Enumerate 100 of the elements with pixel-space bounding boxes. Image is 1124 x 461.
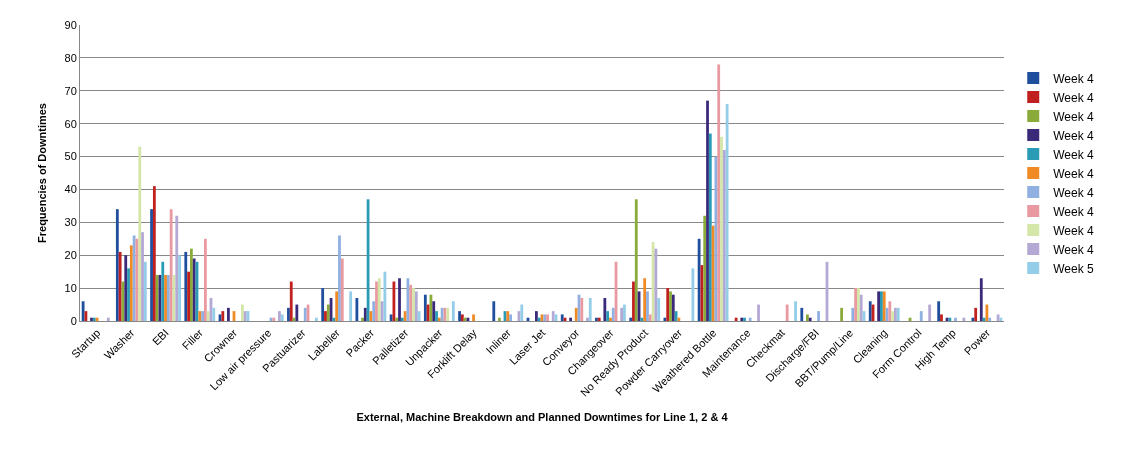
bar (141, 232, 144, 321)
bar (643, 278, 647, 321)
bar (187, 271, 190, 321)
bar (985, 304, 989, 321)
bar (152, 186, 156, 321)
bar (189, 248, 193, 321)
bar (677, 317, 681, 321)
bar (369, 311, 373, 321)
bar (212, 307, 216, 321)
bar (437, 317, 441, 321)
legend-label: Week 4 (1053, 109, 1095, 124)
bar (324, 311, 327, 321)
bar (143, 261, 147, 321)
bar (129, 245, 133, 321)
y-tick-label: 10 (64, 281, 77, 294)
bar (588, 297, 592, 321)
y-tick-label: 30 (64, 216, 77, 229)
legend-label: Week 4 (1053, 147, 1095, 162)
bar (423, 294, 427, 321)
y-tick-label: 90 (64, 18, 77, 31)
bar (962, 317, 966, 321)
bar (954, 317, 957, 321)
bar (175, 215, 179, 321)
y-tick-label: 80 (64, 51, 77, 64)
bar (711, 225, 715, 321)
bar (321, 288, 325, 321)
bar (979, 278, 983, 321)
bar (349, 291, 353, 321)
bar (492, 301, 496, 321)
bar (725, 103, 729, 321)
bar (124, 255, 128, 321)
bar (295, 304, 299, 321)
bar (383, 271, 387, 321)
legend-label: Week 4 (1053, 223, 1095, 238)
x-axis-title: External, Machine Breakdown and Planned Downtimes for Line 1, 2 & 4 (356, 410, 729, 423)
bar (794, 301, 797, 321)
bar (640, 317, 644, 321)
bar (363, 307, 367, 321)
bar (697, 238, 701, 321)
bar (289, 281, 293, 321)
bar (315, 317, 318, 321)
bar (451, 301, 455, 321)
legend-label: Week 4 (1053, 71, 1095, 86)
y-tick-label: 40 (64, 183, 77, 196)
bar (703, 215, 707, 321)
bar (161, 261, 165, 321)
bar (398, 278, 401, 321)
bar (432, 301, 436, 321)
bar (928, 304, 932, 321)
bar (859, 294, 863, 321)
bar (611, 307, 615, 321)
bar (355, 297, 359, 321)
bar (389, 314, 393, 321)
bar (919, 311, 923, 321)
bar (891, 311, 895, 321)
bar (106, 317, 110, 321)
bar (609, 317, 612, 321)
legend-label: Week 4 (1053, 166, 1095, 181)
bar (426, 304, 430, 321)
legend-label: Week 4 (1053, 128, 1095, 143)
bar (757, 304, 760, 321)
bar (115, 209, 119, 321)
bar (974, 307, 978, 321)
bar (520, 304, 524, 321)
legend-label: Week 4 (1053, 242, 1095, 257)
bar (227, 307, 230, 321)
bar (150, 209, 153, 321)
bar (722, 149, 726, 321)
bar (586, 317, 589, 321)
bar (127, 268, 130, 321)
y-tick-label: 70 (64, 84, 77, 97)
y-tick-label: 60 (64, 117, 77, 130)
bar (395, 317, 399, 321)
bar (888, 301, 892, 321)
bar (241, 304, 244, 321)
bar (706, 100, 709, 321)
bar (937, 301, 941, 321)
y-axis-title: Frequencies of Downtimes (36, 103, 49, 243)
bar (574, 307, 578, 321)
bar (403, 311, 407, 321)
bar (646, 291, 649, 321)
bar (603, 297, 607, 321)
bar (663, 317, 667, 321)
bar (326, 304, 330, 321)
legend-label: Week 4 (1053, 204, 1095, 219)
bar (971, 317, 975, 321)
bar (472, 314, 475, 321)
bar (748, 317, 752, 321)
bar (569, 317, 573, 321)
bar (817, 311, 820, 321)
bar (206, 311, 210, 321)
x-tick-label: EBI (149, 326, 171, 348)
bar (606, 311, 610, 321)
bar (497, 317, 501, 321)
bar (648, 314, 652, 321)
bar (785, 304, 789, 321)
bar (169, 209, 173, 321)
bar (435, 311, 438, 321)
bar (409, 284, 413, 321)
legend-label: Week 5 (1053, 261, 1095, 276)
